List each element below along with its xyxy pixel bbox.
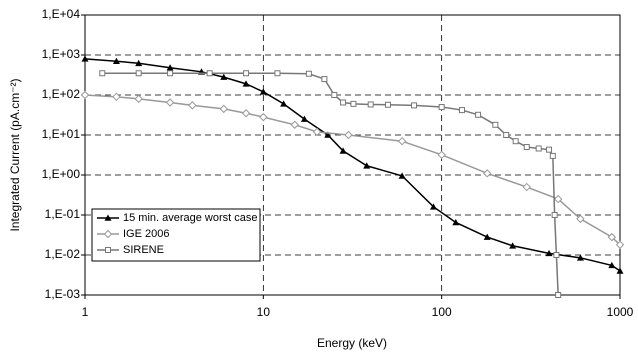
marker (438, 104, 445, 111)
x-tick-label: 100 (432, 305, 452, 319)
marker (206, 70, 213, 77)
marker (367, 101, 374, 108)
marker (503, 132, 510, 138)
marker (331, 92, 338, 98)
marker (483, 233, 491, 240)
marker (545, 249, 553, 257)
marker (616, 267, 624, 274)
marker (166, 64, 174, 71)
marker (512, 138, 519, 145)
marker (274, 70, 281, 77)
marker (324, 131, 332, 138)
marker (242, 80, 250, 87)
marker (576, 254, 584, 261)
y-tick-label: 1,E+03 (42, 47, 81, 61)
marker (608, 261, 616, 269)
marker (553, 194, 563, 204)
legend-marker (103, 229, 113, 239)
marker (112, 57, 120, 64)
marker (134, 94, 143, 104)
marker (167, 70, 174, 77)
marker (165, 98, 175, 107)
marker (243, 70, 250, 77)
marker (135, 70, 142, 77)
y-tick-label: 1,E+04 (42, 7, 81, 21)
marker (220, 73, 228, 80)
x-tick-label: 1 (82, 305, 89, 319)
marker (458, 107, 465, 114)
marker (509, 242, 517, 249)
marker (546, 146, 553, 153)
series-line (84, 58, 621, 272)
y-tick-label: 1,E-03 (45, 287, 81, 301)
marker (553, 252, 560, 258)
marker (290, 120, 299, 129)
marker (398, 172, 406, 179)
marker (452, 218, 460, 226)
marker (219, 104, 228, 114)
marker (350, 100, 357, 107)
marker (312, 127, 322, 137)
x-tick-label: 10 (257, 305, 271, 319)
legend-label: SIRENE (123, 244, 164, 256)
marker (437, 150, 446, 160)
marker (81, 55, 89, 62)
x-axis-title: Energy (keV) (317, 336, 387, 350)
marker (551, 212, 558, 218)
marker (259, 112, 268, 122)
marker (482, 169, 492, 178)
marker (535, 145, 542, 152)
marker (523, 144, 530, 151)
marker (300, 115, 308, 122)
marker (522, 182, 531, 192)
marker (576, 214, 585, 224)
legend-marker (105, 247, 111, 253)
y-axis-title: Integrated Current (pA.cm⁻²) (8, 78, 22, 231)
marker (363, 162, 371, 169)
y-tick-label: 1,E-01 (45, 207, 81, 221)
marker (475, 111, 482, 118)
marker (397, 136, 407, 146)
y-tick-label: 1,E-02 (45, 247, 81, 261)
legend-label: 15 min. average worst case (123, 212, 258, 224)
marker (321, 76, 328, 83)
marker (280, 100, 288, 107)
marker (344, 130, 353, 140)
marker (607, 232, 617, 242)
marker (112, 92, 121, 102)
marker (99, 70, 106, 77)
legend-box (91, 208, 261, 262)
marker (80, 90, 90, 100)
marker (430, 203, 438, 210)
marker (135, 59, 143, 67)
marker (615, 240, 625, 249)
series-line (102, 72, 559, 296)
marker (188, 101, 197, 110)
marker (384, 101, 391, 108)
marker (555, 292, 562, 298)
legend-label: IGE 2006 (123, 228, 169, 240)
y-tick-label: 1,E+01 (42, 127, 81, 141)
marker (339, 147, 347, 154)
marker (549, 152, 556, 159)
y-tick-label: 1,E+02 (42, 87, 81, 101)
legend-marker (104, 214, 112, 221)
marker (492, 121, 499, 128)
marker (305, 70, 312, 77)
marker (340, 99, 347, 106)
marker (411, 102, 418, 109)
marker (241, 109, 251, 118)
y-tick-label: 1,E+00 (42, 167, 81, 181)
marker (259, 88, 267, 95)
x-tick-label: 1000 (607, 305, 634, 319)
